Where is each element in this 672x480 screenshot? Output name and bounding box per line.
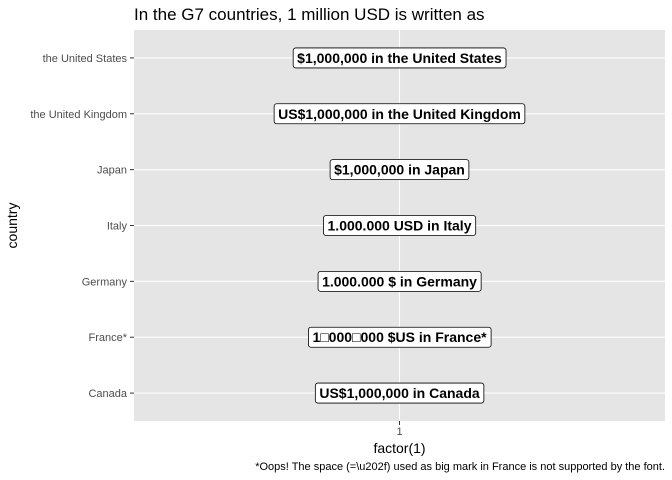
value-label-text: US$1,000,000 in Canada	[319, 385, 480, 401]
value-label-text: 1.000.000 USD in Italy	[328, 218, 472, 234]
value-label-box	[292, 47, 507, 69]
y-tick-label: Japan	[97, 165, 127, 177]
y-tick-label: France*	[88, 332, 127, 344]
value-label: $1,000,000 in Japan	[329, 159, 470, 181]
y-tick-label: the United Kingdom	[30, 109, 127, 121]
value-label-text: $1,000,000 in Japan	[334, 162, 465, 178]
value-label: $1,000,000 in the United States	[292, 47, 507, 69]
value-label-box	[323, 215, 477, 236]
value-label: 1.000.000 $ in Germany	[317, 270, 482, 292]
value-label-text: 1□000□000 $US in France*	[312, 329, 487, 345]
x-tick-label: 1	[396, 426, 402, 438]
value-label: 1□000□000 $US in France*	[308, 326, 492, 348]
value-label-text: US$1,000,000 in the United Kingdom	[278, 106, 521, 122]
chart-caption: *Oops! The space (=\u202f) used as big m…	[255, 461, 665, 473]
value-labels: $1,000,000 in the United States US$1,000,…	[273, 47, 526, 404]
value-label-box	[273, 103, 526, 125]
x-axis-title: factor(1)	[373, 440, 425, 456]
x-axis: 1	[396, 421, 403, 438]
y-axis-title: country	[4, 203, 20, 249]
y-tick-label: Germany	[82, 276, 128, 288]
value-label-box	[317, 270, 482, 292]
value-label: US$1,000,000 in the United Kingdom	[273, 103, 526, 125]
value-label-box	[329, 159, 470, 181]
value-label-box	[314, 382, 485, 404]
chart-title: In the G7 countries, 1 million USD is wr…	[134, 5, 485, 24]
y-axis: the United States the United Kingdom Japan…	[30, 53, 134, 400]
value-label: 1.000.000 USD in Italy	[323, 215, 477, 236]
y-tick-label: Canada	[88, 388, 127, 400]
value-label-text: 1.000.000 $ in Germany	[322, 273, 477, 289]
y-tick-label: the United States	[43, 53, 128, 65]
value-label: US$1,000,000 in Canada	[314, 382, 485, 404]
y-tick-label: Italy	[107, 221, 128, 233]
value-label-box	[308, 326, 492, 348]
value-label-text: $1,000,000 in the United States	[297, 50, 502, 66]
